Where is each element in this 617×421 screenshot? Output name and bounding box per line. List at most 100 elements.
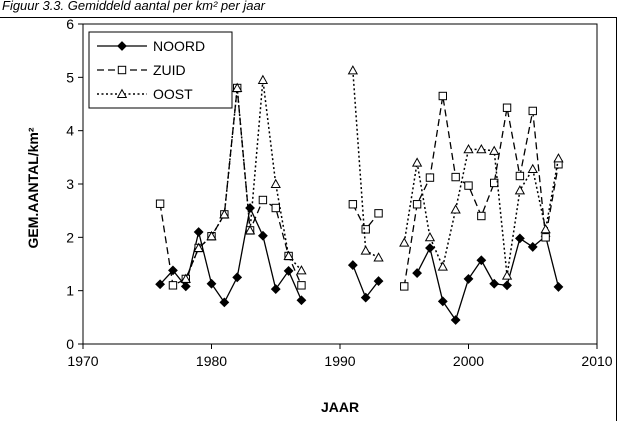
figure-caption: Figuur 3.3. Gemiddeld aantal per km² per…: [2, 0, 266, 13]
data-point-oost: [257, 74, 269, 84]
data-point-zuid: [297, 281, 306, 290]
data-point-noord: [296, 295, 307, 306]
data-point-oost: [283, 250, 294, 260]
data-point-zuid: [155, 199, 165, 208]
data-point-noord: [155, 279, 166, 290]
data-point-noord: [514, 233, 525, 244]
y-tick-label: 5: [66, 69, 74, 85]
data-point-noord: [270, 284, 281, 294]
data-point-oost: [527, 163, 538, 174]
data-point-noord: [219, 297, 230, 308]
data-point-noord: [347, 260, 358, 270]
y-axis-title: GEM.AANTAL/km²: [25, 127, 41, 248]
legend-marker-noord: [117, 41, 127, 51]
data-point-noord: [502, 280, 512, 291]
y-tick-label: 1: [66, 283, 74, 299]
legend-label-noord: NOORD: [153, 38, 205, 54]
y-tick-label: 2: [66, 229, 74, 245]
data-point-noord: [437, 296, 448, 307]
series-line-noord: [159, 205, 303, 304]
data-point-oost: [244, 225, 256, 235]
data-point-zuid: [464, 181, 473, 190]
series-zuid: [155, 83, 563, 291]
series-layer: [155, 65, 564, 325]
data-point-noord: [450, 315, 461, 325]
data-point-zuid: [271, 203, 280, 213]
data-point-noord: [232, 272, 243, 283]
data-point-zuid: [502, 103, 512, 112]
data-point-oost: [232, 82, 243, 92]
data-point-oost: [347, 65, 358, 75]
data-point-oost: [411, 157, 423, 167]
legend-label-zuid: ZUID: [153, 62, 186, 78]
data-point-oost: [476, 144, 487, 154]
data-point-zuid: [348, 200, 358, 209]
data-point-zuid: [451, 172, 460, 182]
data-point-oost: [540, 224, 551, 234]
data-point-oost: [193, 242, 204, 252]
x-tick-label: 2000: [453, 353, 484, 369]
data-point-oost: [270, 178, 281, 188]
series-oost: [180, 65, 564, 283]
data-point-oost: [514, 185, 526, 195]
data-point-oost: [296, 265, 307, 275]
data-point-oost: [399, 237, 410, 247]
data-point-noord: [476, 255, 487, 266]
x-tick-label: 2010: [581, 353, 612, 369]
data-point-oost: [501, 270, 513, 280]
data-point-zuid: [425, 173, 435, 182]
data-point-oost: [206, 230, 217, 241]
data-point-noord: [257, 230, 268, 241]
data-point-zuid: [515, 171, 525, 181]
data-point-noord: [527, 242, 538, 252]
data-point-oost: [360, 245, 371, 255]
data-point-noord: [425, 243, 435, 253]
x-axis-title: JAAR: [321, 399, 359, 415]
data-point-noord: [283, 266, 294, 276]
data-point-oost: [219, 209, 230, 219]
x-tick-label: 1970: [67, 353, 98, 369]
data-point-zuid: [412, 200, 422, 209]
data-point-oost: [553, 153, 564, 163]
data-point-zuid: [490, 178, 499, 188]
data-point-noord: [206, 278, 217, 289]
y-tick-label: 0: [66, 336, 74, 352]
data-point-noord: [180, 281, 191, 292]
data-point-zuid: [477, 211, 486, 221]
data-point-zuid: [541, 233, 550, 242]
data-point-oost: [437, 261, 448, 271]
x-tick-label: 1990: [324, 353, 355, 369]
legend-label-oost: OOST: [153, 86, 193, 102]
data-point-oost: [180, 273, 191, 283]
data-point-noord: [193, 227, 204, 237]
data-point-zuid: [528, 106, 537, 116]
y-tick-label: 6: [66, 16, 74, 32]
y-tick-label: 3: [66, 176, 74, 192]
data-point-oost: [373, 252, 384, 262]
data-point-zuid: [438, 91, 448, 101]
data-point-oost: [450, 204, 461, 214]
series-line-oost: [185, 79, 303, 280]
legend-marker-oost: [116, 88, 128, 98]
x-tick-label: 1980: [196, 353, 227, 369]
data-point-zuid: [258, 195, 268, 205]
data-point-noord: [489, 278, 500, 289]
axes: 0 1 2 3 4 5 6 1970 1980 1990 2000 2010: [66, 16, 613, 369]
data-point-noord: [553, 282, 564, 292]
data-point-zuid: [361, 225, 370, 234]
data-point-oost: [463, 144, 474, 154]
series-line-zuid: [159, 87, 303, 287]
data-point-noord: [360, 292, 371, 303]
data-point-noord: [412, 268, 423, 278]
data-point-oost: [489, 145, 500, 155]
data-point-oost: [424, 232, 436, 242]
data-point-zuid: [168, 281, 178, 290]
series-noord: [155, 203, 564, 325]
data-point-zuid: [400, 282, 409, 291]
data-point-zuid: [374, 209, 383, 218]
series-line-noord: [416, 235, 560, 322]
legend-marker-zuid: [117, 65, 127, 75]
data-point-noord: [463, 274, 474, 284]
legend: NOORD ZUID OOST: [88, 31, 233, 109]
